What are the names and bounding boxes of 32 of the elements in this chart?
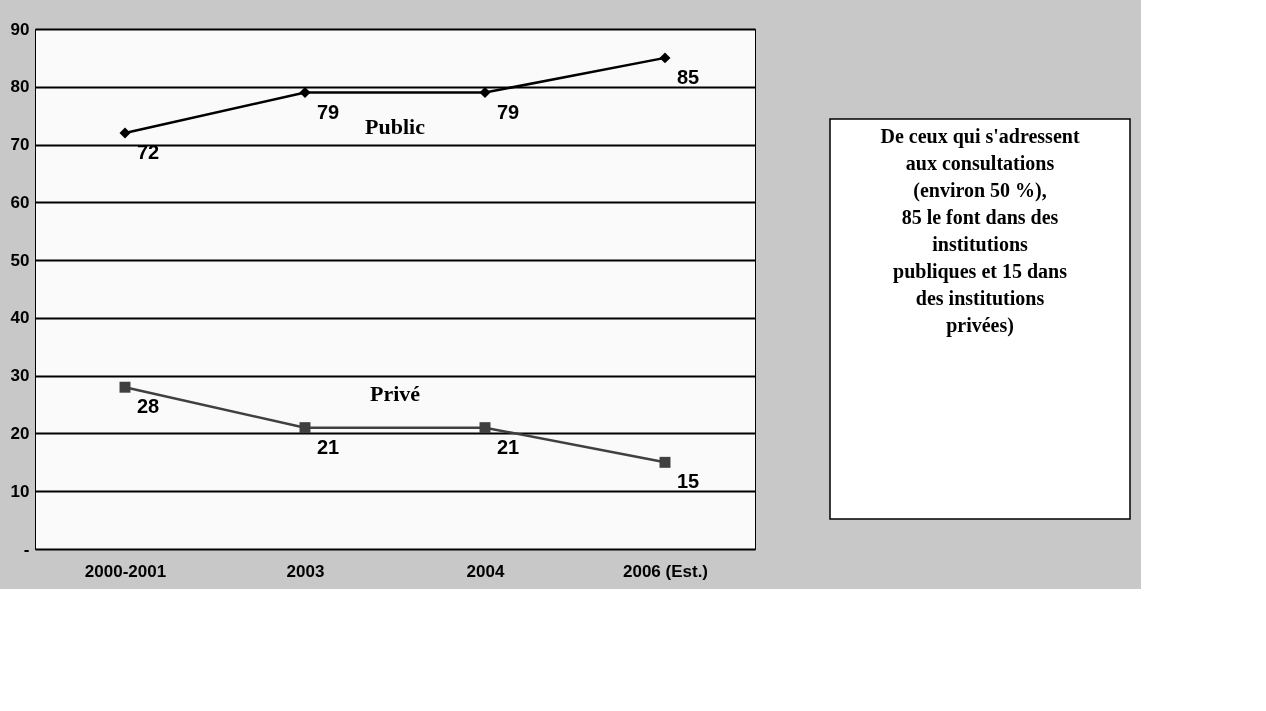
x-tick-label: 2006 (Est.) xyxy=(622,561,709,581)
y-tick-label: 70 xyxy=(10,135,30,155)
y-tick-label: 20 xyxy=(10,423,30,443)
x-tick-label: 2000-2001 xyxy=(84,561,167,581)
data-label: 21 xyxy=(317,435,340,458)
point xyxy=(479,422,491,434)
x-tick-label: 2003 xyxy=(286,561,325,581)
point xyxy=(299,87,311,99)
y-tick-label: - xyxy=(23,539,30,559)
data-label: 15 xyxy=(677,470,700,493)
point xyxy=(479,87,491,99)
series-label: Privé xyxy=(369,380,421,406)
data-label: 79 xyxy=(317,100,340,123)
data-label: 85 xyxy=(677,65,700,88)
data-label: 79 xyxy=(497,100,520,123)
point xyxy=(659,52,671,64)
y-tick-label: 10 xyxy=(10,481,30,501)
point xyxy=(299,422,311,434)
text: De ceux qui s'adressent aux consultations (environ 50 %), 85 le font dans des institutions publiques et 15 dans des institutions privées) xyxy=(880,125,1080,337)
data-label: 28 xyxy=(137,395,160,418)
y-tick-label: 40 xyxy=(10,308,30,328)
y-tick-label: 60 xyxy=(10,192,30,212)
point xyxy=(659,456,671,468)
point xyxy=(119,127,131,139)
y-tick-label: 80 xyxy=(10,77,30,97)
y-tick-label: 50 xyxy=(10,250,30,270)
y-tick-label: 90 xyxy=(10,19,30,39)
data-label: 21 xyxy=(497,435,520,458)
point xyxy=(119,381,131,393)
x-tick-label: 2004 xyxy=(466,561,505,581)
series-label: Public xyxy=(365,113,426,139)
y-tick-label: 30 xyxy=(10,366,30,386)
